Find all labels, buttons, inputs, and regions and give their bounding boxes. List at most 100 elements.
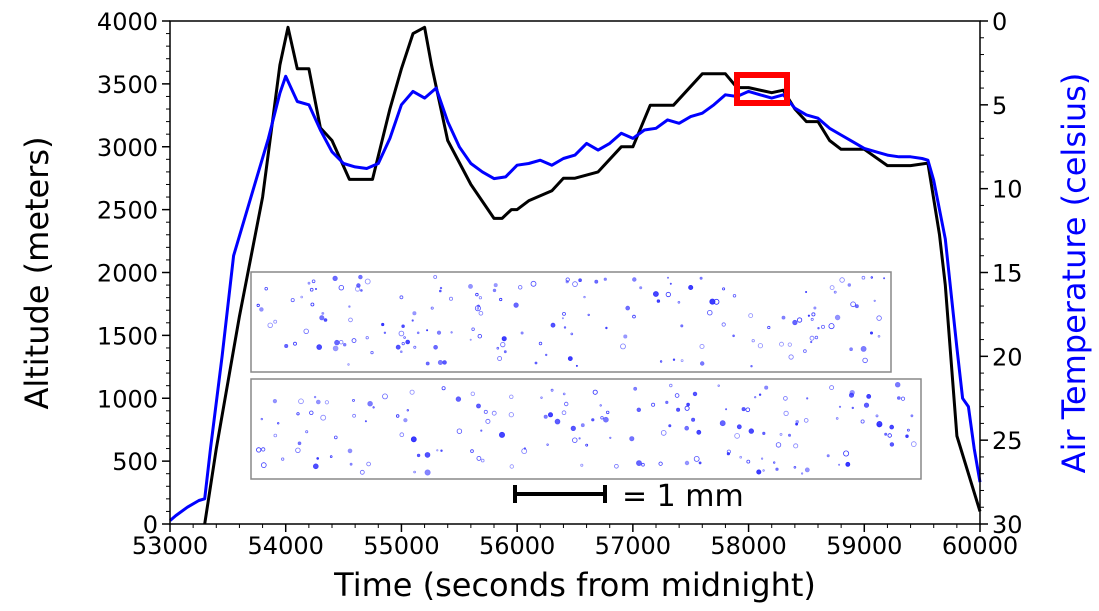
particle-dot [485,418,491,424]
particle-dot [764,385,769,390]
particle-dot [425,361,430,366]
particle-dot [501,336,507,342]
particle-dot [889,424,894,430]
particle-dot [578,437,581,440]
particle-dot [760,457,764,460]
altitude-series-line [203,25,982,525]
particle-dot [745,407,751,413]
particle-dot [442,360,447,365]
particle-dot [499,297,503,302]
particle-dot [850,301,856,308]
particle-dot [352,398,355,402]
particle-dot [338,285,344,291]
particle-dot [300,295,304,299]
particle-dot [656,299,661,303]
particle-dot [748,428,754,434]
particle-dot [580,463,584,467]
particle-dot [433,344,438,350]
particle-dot [352,413,357,418]
particle-dot [260,417,264,421]
particle-dot [436,330,442,335]
particle-dot [313,395,317,399]
particle-dot [750,365,753,368]
particle-dot [578,278,582,283]
particle-dot [884,432,888,436]
particle-dot [775,442,782,448]
particle-dot [603,277,607,281]
particle-dot [406,409,410,412]
particle-dot [861,275,866,280]
particle-dot [509,394,514,399]
particle-dot [741,407,746,412]
particle-dot [719,420,726,427]
particle-dot [334,339,340,346]
particle-dot [293,341,297,346]
particle-dot [399,432,405,438]
particle-dot [410,436,417,443]
particle-dot [866,393,872,399]
particle-dot [905,434,909,438]
particle-dot [807,314,811,317]
particle-dot [758,393,762,396]
particle-dot [320,414,327,421]
particle-dot [273,319,278,324]
particle-dot [813,306,817,310]
particle-dot [439,286,443,290]
x-tick-label: 57000 [595,532,671,560]
particle-dot [441,386,446,391]
particle-dot [455,396,462,402]
particle-dot [860,345,867,352]
particle-dot [684,425,689,431]
particle-dot [281,457,285,461]
particle-dot [470,449,474,453]
particle-dot [810,317,814,321]
particle-dot [256,303,260,307]
y-right-tick-label: 30 [992,511,1023,539]
particle-dot [677,300,681,304]
particle-dot [811,312,816,317]
y-right-tick-label: 25 [992,427,1023,455]
particle-dot [793,465,797,469]
particle-dot [803,418,809,423]
particle-dot [828,323,835,330]
particle-dot [478,296,482,300]
y-right-tick-label: 0 [992,8,1007,36]
particle-dot [717,384,720,387]
particle-dot [684,460,690,466]
particle-dot [603,416,609,423]
particle-dot [674,393,680,398]
particle-dot [426,329,429,332]
particle-dot [561,410,567,416]
particle-dot [739,455,742,459]
particle-dot [470,391,475,396]
particle-dot [496,346,500,350]
particle-dot [290,298,295,303]
particle-dot [696,429,702,435]
particle-dot [359,469,365,475]
particle-dot [297,441,302,446]
particle-dot [756,469,762,475]
particle-dot [309,410,314,415]
particle-dot [599,404,602,407]
particle-dot [843,450,850,457]
particle-dot [762,431,766,435]
particle-dot [686,402,690,407]
particle-dot [639,286,643,290]
x-tick-label: 59000 [826,532,902,560]
particle-dot [538,341,543,346]
particle-dot [492,288,497,293]
x-tick-label: 58000 [710,532,786,560]
particle-dot [314,287,317,290]
particle-dot [316,344,323,350]
particle-dot [680,324,684,328]
particle-dot [347,448,353,454]
particle-dot [838,463,841,466]
particle-dot [412,311,417,316]
particle-dot [543,414,548,419]
particle-dot [636,460,642,467]
particle-dot [478,310,484,316]
particle-dot [591,418,595,422]
particle-dot [468,283,473,289]
particle-dot [804,467,810,473]
particle-dot [680,359,684,363]
